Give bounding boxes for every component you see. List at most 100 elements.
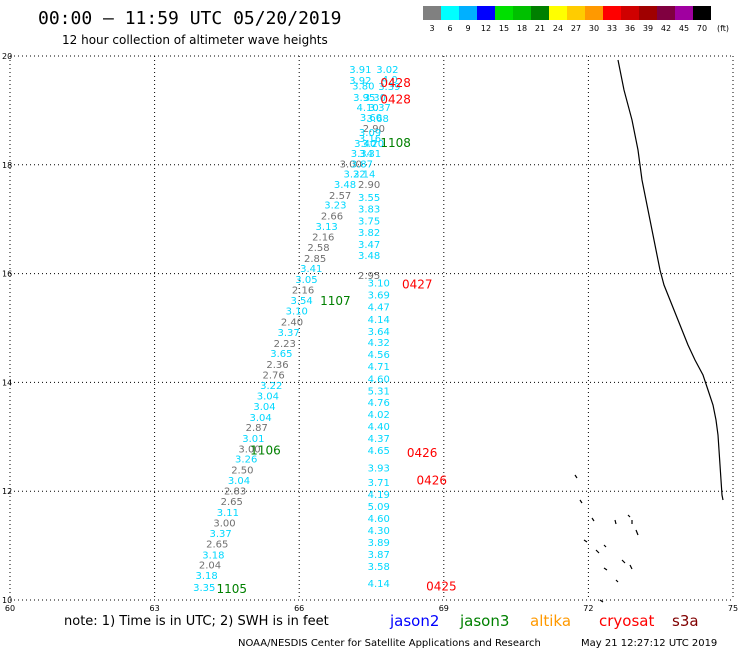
scale-label-39: 39 <box>643 24 653 33</box>
pass-time-label: 1107 <box>320 294 351 308</box>
footer-note: note: 1) Time is in UTC; 2) SWH is in fe… <box>64 614 329 629</box>
satellite-legend: jason2 jason3 altika cryosat s3a <box>389 612 699 630</box>
pass-time-label: 0427 <box>402 277 433 291</box>
wave-height-value: 3.64 <box>368 327 390 338</box>
wave-height-value: 3.04 <box>250 413 272 424</box>
wave-height-value: 2.04 <box>199 561 221 572</box>
scale-label-15: 15 <box>499 24 509 33</box>
scale-label-36: 36 <box>625 24 635 33</box>
wave-height-value: 3.91 <box>349 65 371 76</box>
wave-height-value: 4.14 <box>368 579 390 590</box>
wave-height-value: 2.50 <box>231 466 253 477</box>
wave-height-value: 3.82 <box>358 228 380 239</box>
lat-lon-grid <box>9 55 734 601</box>
lat-label-14: 14 <box>2 378 12 387</box>
wave-height-value: 2.90 <box>363 124 385 135</box>
scale-swatch-27 <box>567 6 585 20</box>
scale-swatch-9 <box>459 6 477 20</box>
pass-time-label: 1105 <box>216 582 247 596</box>
wave-height-value: 4.56 <box>368 350 390 361</box>
lat-label-16: 16 <box>2 270 12 279</box>
footer-credit: NOAA/NESDIS Center for Satellite Applica… <box>238 638 541 649</box>
wave-height-value: 3.80 <box>352 81 374 92</box>
wave-height-value: 2.40 <box>281 318 303 329</box>
wave-height-value: 3.69 <box>368 290 390 301</box>
page-subtitle: 12 hour collection of altimeter wave hei… <box>62 33 328 47</box>
wave-height-value: 4.32 <box>368 338 390 349</box>
scale-label-9: 9 <box>465 24 470 33</box>
wave-height-value: 3.71 <box>368 478 390 489</box>
lon-label-60: 60 <box>5 604 15 613</box>
scale-label-6: 6 <box>447 24 452 33</box>
wave-height-value: 3.23 <box>324 201 346 212</box>
wave-height-values: 3.91 3.023.92 4.03.80 3.393.953.304.103.373… <box>193 65 400 594</box>
scale-swatch-39 <box>639 6 657 20</box>
legend-s3a: s3a <box>672 612 699 630</box>
wave-height-value: 3.30 <box>364 93 386 104</box>
lat-label-18: 18 <box>2 161 12 170</box>
wave-height-value: 3.04 <box>253 402 275 413</box>
lon-label-69: 69 <box>439 604 449 613</box>
wave-height-value: 2.76 <box>263 370 285 381</box>
wave-height-value: 3.40 <box>354 139 376 150</box>
wave-height-value: 3.34 <box>351 149 373 160</box>
wave-height-value: 4.71 <box>368 362 390 373</box>
wave-height-value: 3.60 <box>360 113 382 124</box>
wave-height-value: 2.23 <box>274 339 296 350</box>
wave-height-value: 4.0 <box>382 75 398 86</box>
pass-time-label: 0426 <box>416 473 447 487</box>
wave-height-value: 4.40 <box>368 422 390 433</box>
wave-height-value: 2.90 <box>358 180 380 191</box>
pass-time-label: 1106 <box>250 443 281 457</box>
wave-height-value: 3.83 <box>358 204 380 215</box>
scale-label-3: 3 <box>429 24 434 33</box>
wave-height-value: 3.10 <box>286 307 308 318</box>
wave-height-value: 3.04 <box>257 392 279 403</box>
pass-time-label: 1108 <box>380 136 411 150</box>
wave-height-value: 2.58 <box>307 243 329 254</box>
wave-height-value: 3.00 <box>238 444 260 455</box>
pass-time-label: 0428 <box>380 93 411 107</box>
wave-height-value: 2.83 <box>224 487 246 498</box>
wave-height-value: 4.10 <box>357 103 379 114</box>
scale-label-33: 33 <box>607 24 617 33</box>
scale-swatch-18 <box>513 6 531 20</box>
wave-height-value: 2.66 <box>321 211 343 222</box>
wave-height-value: 3.22 <box>343 170 365 181</box>
scale-label-42: 42 <box>661 24 671 33</box>
scale-swatch-33 <box>603 6 621 20</box>
axis-tick-labels: 60 63 66 69 72 75 10 12 14 16 18 20 <box>2 52 738 613</box>
wave-height-value: 5.09 <box>368 502 390 513</box>
wave-height-value: 3.05 <box>295 275 317 286</box>
wave-height-value: 4.14 <box>368 315 390 326</box>
lat-label-20: 20 <box>2 52 12 61</box>
wave-height-value: 3.47 <box>358 240 380 251</box>
wave-height-value: 4.60 <box>368 375 390 386</box>
wave-height-value: 3.48 <box>358 251 380 262</box>
wave-height-value: 4.02 <box>368 410 390 421</box>
wave-height-value: 2.36 <box>266 360 288 371</box>
wave-height-value: 3.14 <box>353 170 375 181</box>
wave-height-value: 3.87 <box>368 550 390 561</box>
wave-height-value: 3.68 <box>367 114 389 125</box>
wave-height-value: 3.37 <box>210 529 232 540</box>
color-scale-unit: (ft) <box>717 24 729 33</box>
wave-height-value: 2.95 <box>358 271 380 282</box>
pass-time-labels: 0428 0428 1108 0427 1107 1106 0426 0426 1105 0425 <box>216 76 456 596</box>
wave-height-value: 3.92 <box>349 76 371 87</box>
wave-height-value: 3.65 <box>270 349 292 360</box>
wave-height-value: 4.60 <box>368 514 390 525</box>
wave-height-value: 2.85 <box>304 254 326 265</box>
lon-label-75: 75 <box>728 604 738 613</box>
wave-height-value: 3.31 <box>359 149 381 160</box>
scale-swatch-6 <box>441 6 459 20</box>
wave-height-value: 3.54 <box>290 296 312 307</box>
wave-height-value: 2.16 <box>312 233 334 244</box>
legend-altika: altika <box>530 612 571 630</box>
scale-label-30: 30 <box>589 24 599 33</box>
lon-label-72: 72 <box>583 604 593 613</box>
legend-jason2: jason2 <box>389 612 439 630</box>
wave-height-value: 3.75 <box>358 216 380 227</box>
scale-swatch-36 <box>621 6 639 20</box>
wave-height-value: 4.47 <box>368 302 390 313</box>
